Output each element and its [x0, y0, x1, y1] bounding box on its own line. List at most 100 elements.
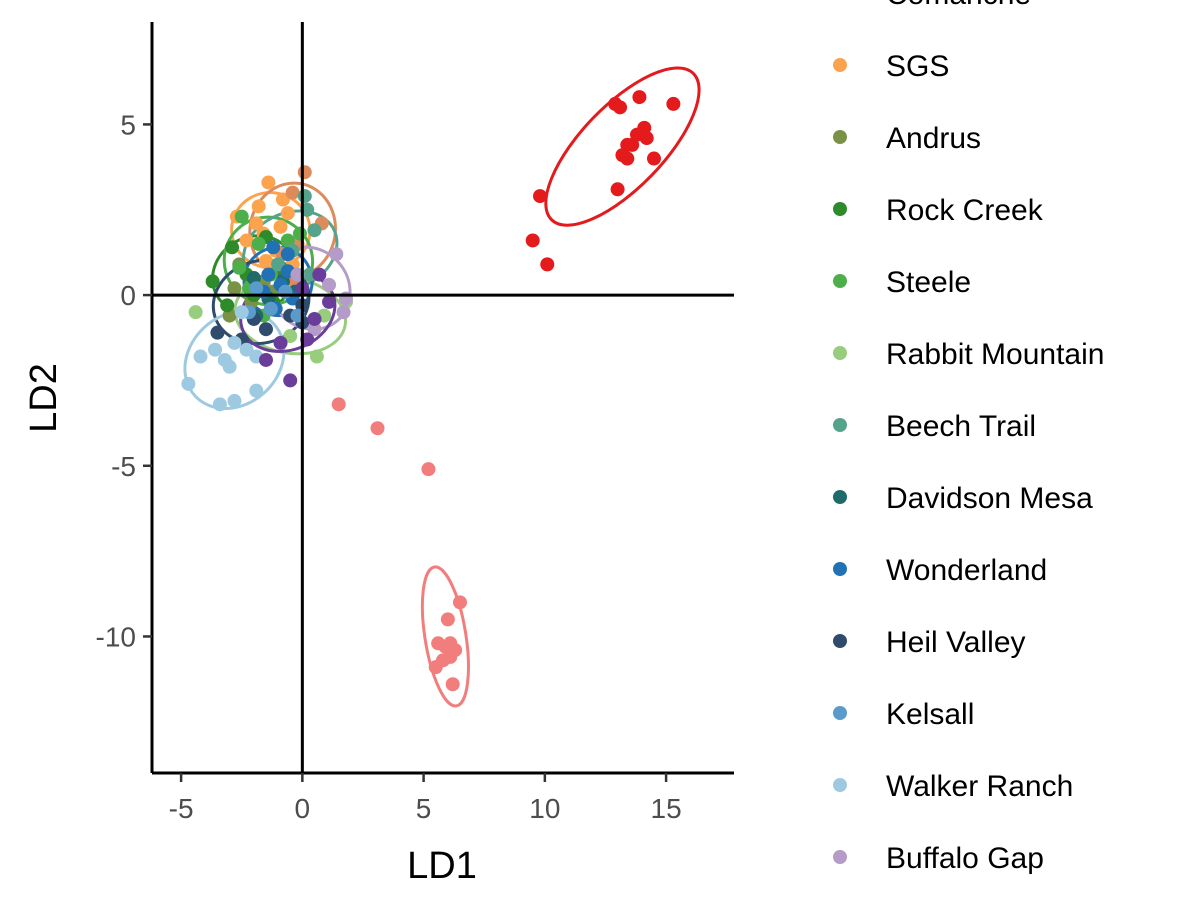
confidence-ellipse-walker-ranch	[183, 309, 286, 411]
data-point-series-15	[312, 267, 327, 282]
data-point-series-1	[331, 397, 346, 412]
data-point-rabbit-mountain	[188, 305, 203, 320]
data-point-steele	[251, 236, 266, 251]
data-point-steele	[292, 226, 307, 241]
legend-swatch	[833, 418, 847, 432]
data-point-rabbit-mountain	[283, 329, 298, 344]
data-point-sgs	[273, 219, 288, 234]
legend-item-andrus: Andrus	[833, 122, 981, 155]
data-point-sgs	[280, 206, 295, 221]
data-point-buffalo-gap	[336, 305, 351, 320]
data-point-buffalo-gap	[322, 277, 337, 292]
legend-swatch	[833, 130, 847, 144]
legend-label: Rock Creek	[886, 194, 1044, 227]
legend-swatch	[833, 202, 847, 216]
plot-area	[152, 22, 734, 773]
x-tick-label: 0	[295, 793, 311, 824]
legend-item-walker-ranch: Walker Ranch	[833, 770, 1073, 803]
data-point-comanche	[525, 233, 540, 248]
legend-swatch	[833, 346, 847, 360]
data-point-series-1	[370, 421, 385, 436]
legend-label: Buffalo Gap	[886, 842, 1044, 875]
data-point-rabbit-mountain	[309, 349, 324, 364]
data-point-rock-creek	[220, 298, 235, 313]
y-tick-label: 5	[120, 109, 136, 140]
data-point-steele	[234, 209, 249, 224]
data-point-beech-trail	[297, 189, 312, 204]
data-point-rock-creek	[205, 274, 220, 289]
x-tick-label: 10	[529, 793, 560, 824]
legend-label: SGS	[886, 50, 949, 83]
data-point-walker-ranch	[227, 335, 242, 350]
data-point-walker-ranch	[227, 393, 242, 408]
x-tick-label: 5	[416, 793, 432, 824]
x-axis-ticks: -5 0 5 10 15	[169, 773, 682, 824]
data-point-comanche	[666, 96, 681, 111]
data-point-comanche	[620, 151, 635, 166]
legend-label: Comanche	[886, 0, 1031, 11]
data-point-series-15	[307, 311, 322, 326]
data-point-wonderland	[280, 247, 295, 262]
legend-swatch	[833, 562, 847, 576]
data-point-buffalo-gap	[307, 322, 322, 337]
data-point-rock-creek	[225, 240, 240, 255]
legend-item-steele: Steele	[833, 266, 971, 299]
data-point-walker-ranch	[222, 359, 237, 374]
x-tick-label: -5	[169, 793, 194, 824]
data-point-series-1	[452, 595, 467, 610]
legend-label: Wonderland	[886, 554, 1047, 587]
legend-item-sgs: SGS	[833, 50, 949, 83]
data-point-wonderland	[261, 267, 276, 282]
data-point-series-3	[297, 165, 312, 180]
data-point-beech-trail	[302, 267, 317, 282]
data-point-comanche	[646, 151, 661, 166]
data-point-steele	[232, 260, 247, 275]
data-point-wonderland	[266, 240, 281, 255]
data-point-series-1	[428, 660, 443, 675]
point-layer	[181, 90, 681, 692]
data-point-series-1	[421, 462, 436, 477]
data-point-beech-trail	[271, 257, 286, 272]
data-point-sgs	[249, 216, 264, 231]
legend-label: Andrus	[886, 122, 981, 155]
legend-swatch	[833, 706, 847, 720]
legend-item-buffalo-gap: Buffalo Gap	[833, 842, 1044, 875]
legend-label: Beech Trail	[886, 410, 1036, 443]
data-point-comanche	[632, 90, 647, 105]
legend-item-heil-valley: Heil Valley	[833, 626, 1026, 659]
y-tick-label: -10	[96, 621, 136, 652]
data-point-sgs	[251, 199, 266, 214]
legend-swatch	[833, 490, 847, 504]
data-point-comanche	[613, 100, 628, 115]
data-point-comanche	[533, 189, 547, 204]
legend-label: Heil Valley	[886, 626, 1026, 659]
data-point-comanche	[639, 131, 654, 146]
data-point-walker-ranch	[212, 397, 227, 412]
data-point-walker-ranch	[181, 376, 196, 391]
y-axis-title: LD2	[23, 363, 65, 433]
confidence-ellipse-series-1	[420, 565, 470, 708]
data-point-sgs	[258, 253, 273, 268]
y-tick-label: 0	[120, 280, 136, 311]
data-point-sgs	[239, 233, 254, 248]
data-point-comanche	[625, 137, 640, 152]
legend-item-wonderland: Wonderland	[833, 554, 1047, 587]
x-tick-label: 15	[651, 793, 682, 824]
legend: Comanche SGS Andrus Rock Creek Steele Rabbit …	[833, 0, 1104, 875]
legend-item-beech-trail: Beech Trail	[833, 410, 1036, 443]
legend-swatch	[833, 274, 847, 288]
legend-swatch	[833, 778, 847, 792]
legend-label: Rabbit Mountain	[886, 338, 1104, 371]
legend-swatch	[833, 58, 847, 72]
data-point-series-3	[285, 185, 300, 200]
data-point-heil-valley	[258, 322, 273, 337]
data-point-andrus	[227, 281, 242, 296]
data-point-kelsall	[263, 301, 278, 316]
data-point-sgs	[275, 192, 290, 207]
data-point-buffalo-gap	[329, 247, 344, 262]
y-tick-label: -5	[111, 451, 136, 482]
legend-item-rock-creek: Rock Creek	[833, 194, 1044, 227]
data-point-series-15	[283, 373, 298, 388]
data-point-comanche	[610, 182, 625, 197]
